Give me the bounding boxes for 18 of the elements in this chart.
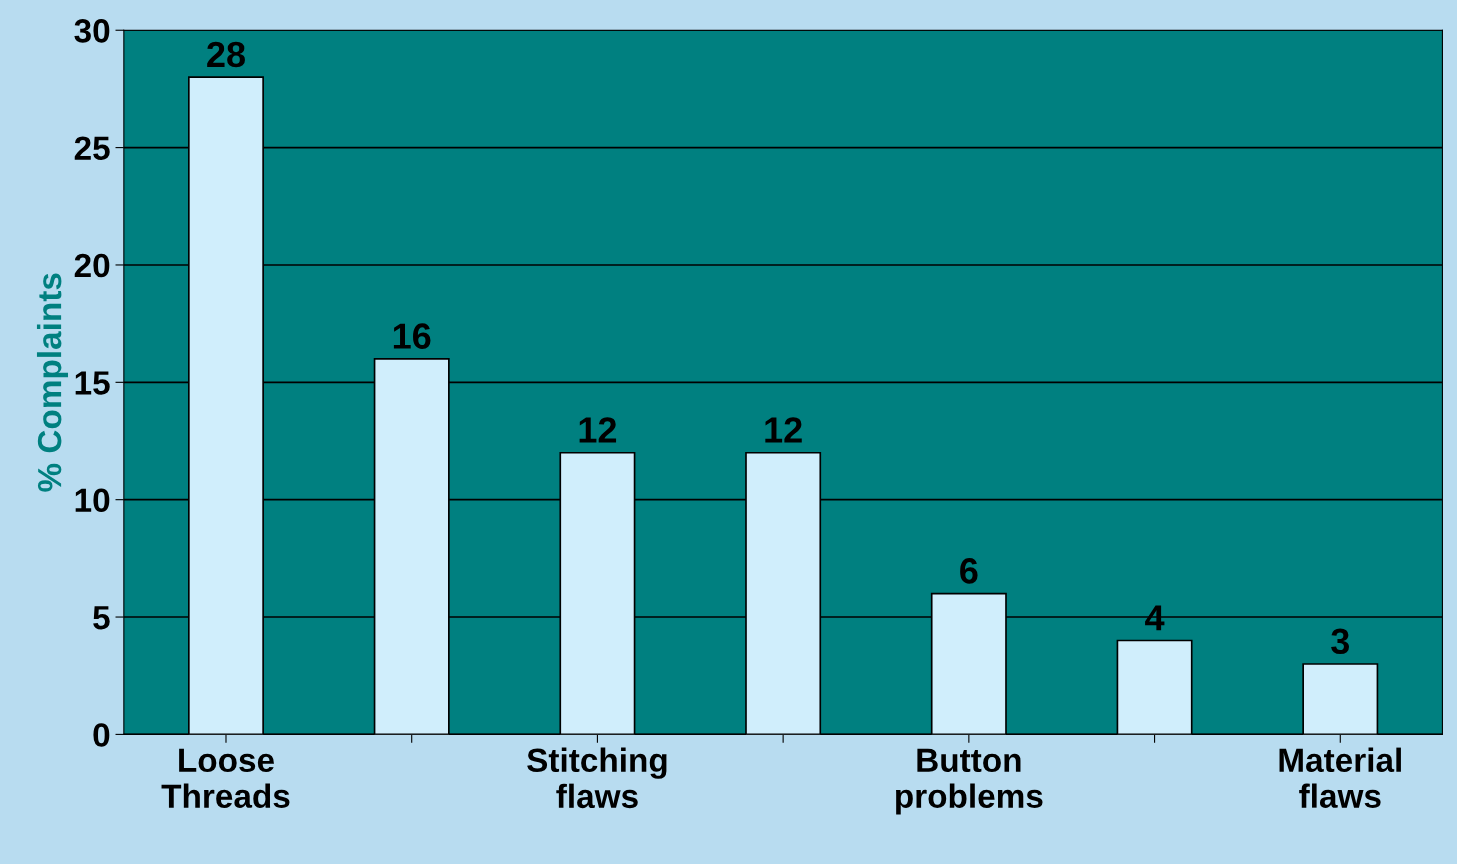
data-label: 28 xyxy=(207,41,245,68)
data-label: 12 xyxy=(765,417,802,443)
y-tick-label: 0 xyxy=(93,723,110,747)
x-tick-label: Button problems xyxy=(896,748,1043,815)
data-label: 16 xyxy=(393,323,431,349)
y-axis-title: % Complaints xyxy=(36,273,69,492)
x-tick-label: Stitching flaws xyxy=(527,747,667,809)
y-tick-label: 25 xyxy=(74,136,110,161)
data-label: 12 xyxy=(579,417,617,443)
y-tick-label: 30 xyxy=(74,19,110,43)
y-tick-label: 5 xyxy=(93,606,110,630)
y-tick-label: 10 xyxy=(75,488,110,513)
x-tick-label: Loose Threads xyxy=(161,748,290,808)
data-label: 6 xyxy=(960,558,978,584)
y-tick-label: 20 xyxy=(74,253,110,278)
data-label: 3 xyxy=(1331,628,1350,655)
x-tick-label: Material flaws xyxy=(1279,747,1401,808)
y-tick-label: 15 xyxy=(75,371,110,395)
